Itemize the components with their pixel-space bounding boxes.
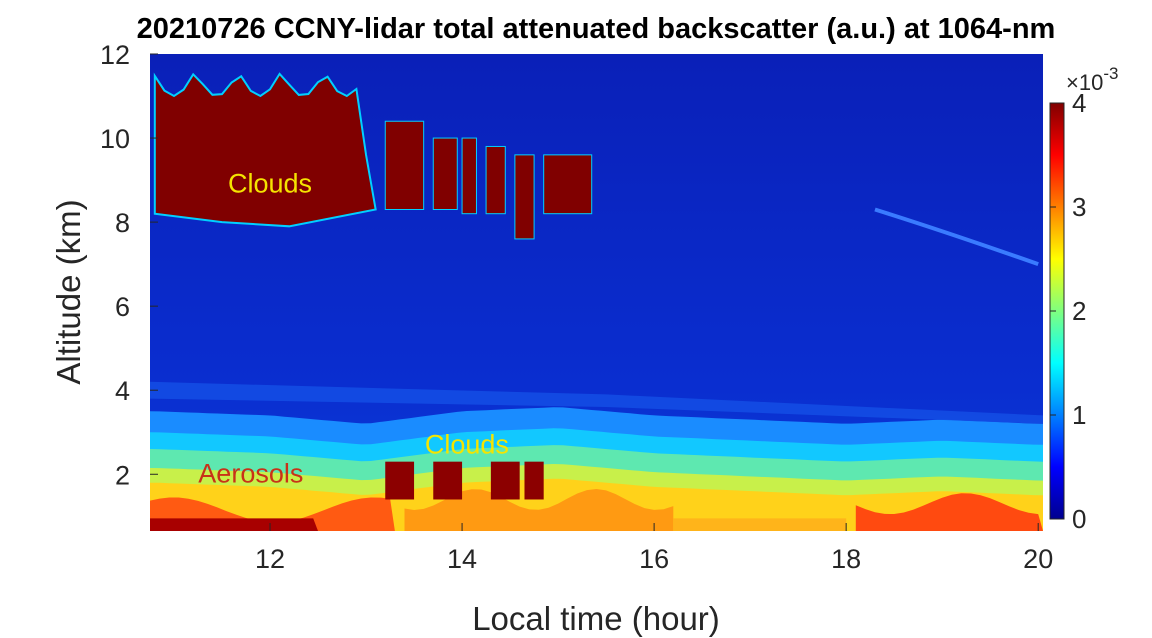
x-tick-label: 14: [447, 544, 477, 574]
annotation-label: Aerosols: [198, 459, 303, 489]
colorbar-tick-label: 2: [1072, 296, 1086, 326]
colorbar-tick-label: 4: [1072, 88, 1086, 118]
colorbar-tick-label: 3: [1072, 192, 1086, 222]
x-axis-label: Local time (hour): [472, 600, 720, 637]
aerosol-band: [855, 493, 1043, 531]
y-axis-label: Altitude (km): [50, 199, 87, 384]
colorbar-exponent-base: ×10: [1066, 70, 1103, 95]
cloud-column: [461, 137, 477, 215]
colorbar: 0 1 2 3 4 ×10-3: [1049, 64, 1118, 534]
low-cloud-patch: [385, 461, 415, 500]
cloud-column: [485, 145, 506, 215]
aerosol-band: [673, 518, 847, 531]
aerosol-band: [150, 518, 318, 531]
low-cloud-patch: [524, 461, 544, 500]
backscatter-heatmap: [150, 54, 1043, 531]
y-tick-label: 2: [115, 460, 130, 490]
annotation-label: Clouds: [425, 429, 509, 459]
upper-cloud-layer: [153, 72, 377, 228]
y-tick-label: 4: [115, 376, 130, 406]
cloud-column: [514, 154, 535, 240]
annotation-label: Clouds: [228, 169, 312, 199]
cloud-column: [432, 137, 458, 210]
y-tick-label: 10: [100, 124, 130, 154]
cloud-column: [543, 154, 593, 215]
cloud-column: [384, 120, 425, 210]
chart-title: 20210726 CCNY-lidar total attenuated bac…: [137, 13, 1056, 45]
y-tick-label: 6: [115, 292, 130, 322]
aerosol-layer: [150, 381, 1043, 424]
annotations: Clouds Clouds Aerosols: [198, 169, 509, 489]
low-cloud-patch: [433, 461, 463, 500]
colorbar-tick-label: 0: [1072, 504, 1086, 534]
aerosol-band: [404, 489, 674, 531]
x-tick-label: 16: [639, 544, 669, 574]
x-tick-label: 18: [831, 544, 861, 574]
x-tick-label: 20: [1023, 544, 1053, 574]
colorbar-tick-label: 1: [1072, 400, 1086, 430]
axes: 12 14 16 18 20 2 4 6 8 10 12: [100, 40, 1053, 574]
colorbar-exponent: ×10-3: [1066, 64, 1118, 95]
colorbar-exponent-power: -3: [1103, 64, 1118, 83]
cirrus-streak: [874, 207, 1039, 267]
x-tick-label: 12: [255, 544, 285, 574]
y-tick-label: 12: [100, 40, 130, 70]
y-tick-label: 8: [115, 208, 130, 238]
low-cloud-patch: [490, 461, 520, 500]
